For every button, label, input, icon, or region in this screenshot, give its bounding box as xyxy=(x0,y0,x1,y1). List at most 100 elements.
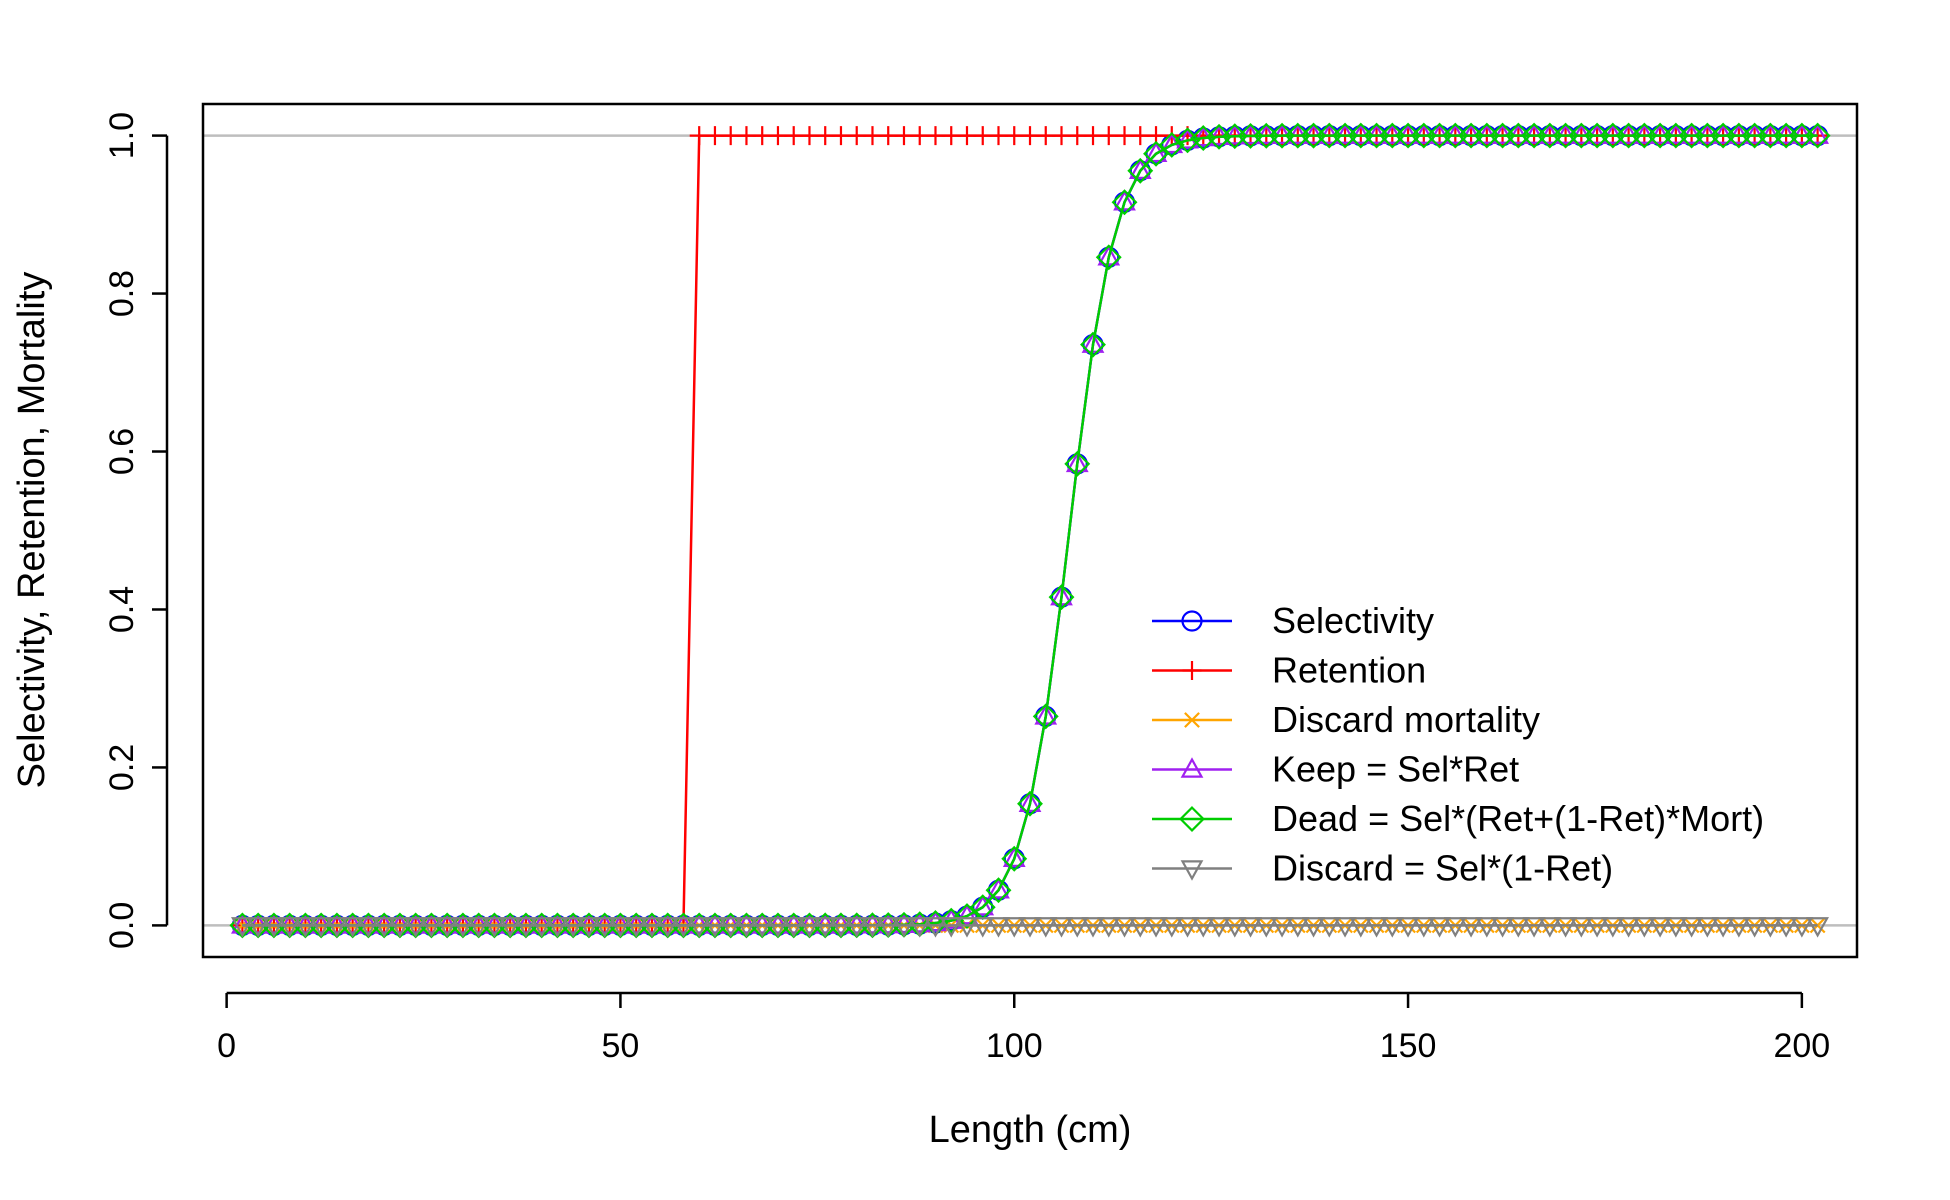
point-5-89 xyxy=(1632,917,1656,938)
y-tick-label-2: 0.4 xyxy=(103,586,141,633)
point-4-50 xyxy=(1017,790,1043,817)
point-5-61 xyxy=(1191,917,1215,938)
legend: Selectivity Retention Discard mortality Kee… xyxy=(1152,600,1764,889)
point-5-17 xyxy=(498,917,522,938)
point-5-48 xyxy=(987,917,1010,938)
point-5-43 xyxy=(908,917,932,938)
point-5-22 xyxy=(577,917,601,938)
point-5-78 xyxy=(1459,917,1483,938)
point-5-21 xyxy=(561,917,585,938)
legend-entry-0: Selectivity xyxy=(1152,600,1434,641)
y-axis: 0.0 0.2 0.4 0.6 0.8 1.0 xyxy=(103,112,169,949)
point-5-7 xyxy=(341,917,365,938)
point-5-39 xyxy=(845,917,869,938)
point-5-57 xyxy=(1128,917,1152,938)
point-5-23 xyxy=(593,917,617,938)
point-3-55 xyxy=(1097,245,1121,266)
point-5-19 xyxy=(530,917,554,938)
point-5-14 xyxy=(451,917,475,938)
point-5-5 xyxy=(309,917,333,938)
point-5-50 xyxy=(1018,917,1042,938)
point-4-100 xyxy=(1804,122,1831,149)
point-5-35 xyxy=(782,917,806,938)
y-axis-label: Selectivity, Retention, Mortality xyxy=(11,272,53,789)
point-5-84 xyxy=(1554,917,1577,938)
point-5-62 xyxy=(1207,917,1231,938)
point-5-68 xyxy=(1302,917,1325,938)
legend-marker-0 xyxy=(1181,610,1203,632)
point-4-48 xyxy=(985,877,1012,904)
point-5-64 xyxy=(1239,917,1262,938)
legend-label-4: Dead = Sel*(Ret+(1-Ret)*Mort) xyxy=(1272,798,1764,839)
point-4-55 xyxy=(1095,244,1122,271)
point-3-50 xyxy=(1018,791,1042,812)
point-5-49 xyxy=(1002,917,1026,938)
point-4-53 xyxy=(1064,450,1091,477)
point-4-60 xyxy=(1174,127,1201,154)
y-tick-label-0: 0.0 xyxy=(103,902,141,949)
x-tick-label-0: 0 xyxy=(217,1027,236,1065)
legend-entry-1: Retention xyxy=(1152,650,1426,691)
point-4-52 xyxy=(1048,584,1075,611)
x-tick-label-150: 150 xyxy=(1380,1027,1437,1065)
point-5-25 xyxy=(624,917,648,938)
x-axis-label: Length (cm) xyxy=(929,1109,1132,1151)
point-5-53 xyxy=(1065,917,1089,938)
point-5-12 xyxy=(420,917,443,938)
point-5-20 xyxy=(546,917,569,938)
point-5-77 xyxy=(1443,917,1467,938)
point-5-79 xyxy=(1475,917,1499,938)
legend-label-5: Discard = Sel*(1-Ret) xyxy=(1272,848,1613,889)
point-5-85 xyxy=(1569,917,1593,938)
point-5-30 xyxy=(703,917,727,938)
point-5-28 xyxy=(672,917,695,938)
point-5-94 xyxy=(1711,917,1735,938)
point-5-34 xyxy=(766,917,790,938)
point-4-49 xyxy=(1001,845,1028,872)
point-5-76 xyxy=(1428,917,1451,938)
point-5-70 xyxy=(1333,917,1357,938)
point-5-32 xyxy=(735,917,758,938)
point-5-33 xyxy=(750,917,774,938)
point-5-63 xyxy=(1223,917,1247,938)
point-5-42 xyxy=(892,917,916,938)
point-5-54 xyxy=(1081,917,1105,938)
point-5-88 xyxy=(1617,917,1640,938)
point-5-2 xyxy=(262,917,286,938)
point-5-26 xyxy=(640,917,664,938)
point-5-15 xyxy=(467,917,491,938)
point-5-46 xyxy=(955,917,979,938)
point-4-56 xyxy=(1111,189,1138,216)
legend-marker-3 xyxy=(1180,757,1204,778)
point-5-29 xyxy=(687,917,711,938)
point-5-55 xyxy=(1097,917,1121,938)
point-5-92 xyxy=(1680,917,1703,938)
point-5-4 xyxy=(294,917,317,938)
point-3-49 xyxy=(1002,846,1026,867)
x-tick-label-200: 200 xyxy=(1773,1027,1830,1065)
point-5-95 xyxy=(1727,917,1751,938)
point-5-41 xyxy=(876,917,900,938)
point-3-57 xyxy=(1128,158,1152,180)
y-tick-label-4: 0.8 xyxy=(103,270,141,317)
point-3-48 xyxy=(987,877,1010,899)
point-5-66 xyxy=(1270,917,1294,938)
point-5-56 xyxy=(1113,917,1136,938)
point-5-58 xyxy=(1144,917,1168,938)
point-5-74 xyxy=(1396,917,1420,938)
x-tick-label-50: 50 xyxy=(602,1027,640,1065)
point-5-82 xyxy=(1522,917,1546,938)
x-tick-label-100: 100 xyxy=(986,1027,1043,1065)
legend-entry-2: Discard mortality xyxy=(1152,699,1540,740)
point-5-100 xyxy=(1806,917,1829,938)
point-3-51 xyxy=(1034,704,1058,725)
legend-label-1: Retention xyxy=(1272,650,1426,691)
point-5-9 xyxy=(372,917,396,938)
point-5-24 xyxy=(609,917,632,938)
point-4-59 xyxy=(1158,131,1185,158)
point-5-73 xyxy=(1380,917,1404,938)
point-5-97 xyxy=(1758,917,1782,938)
point-5-8 xyxy=(357,917,380,938)
point-5-93 xyxy=(1695,917,1719,938)
